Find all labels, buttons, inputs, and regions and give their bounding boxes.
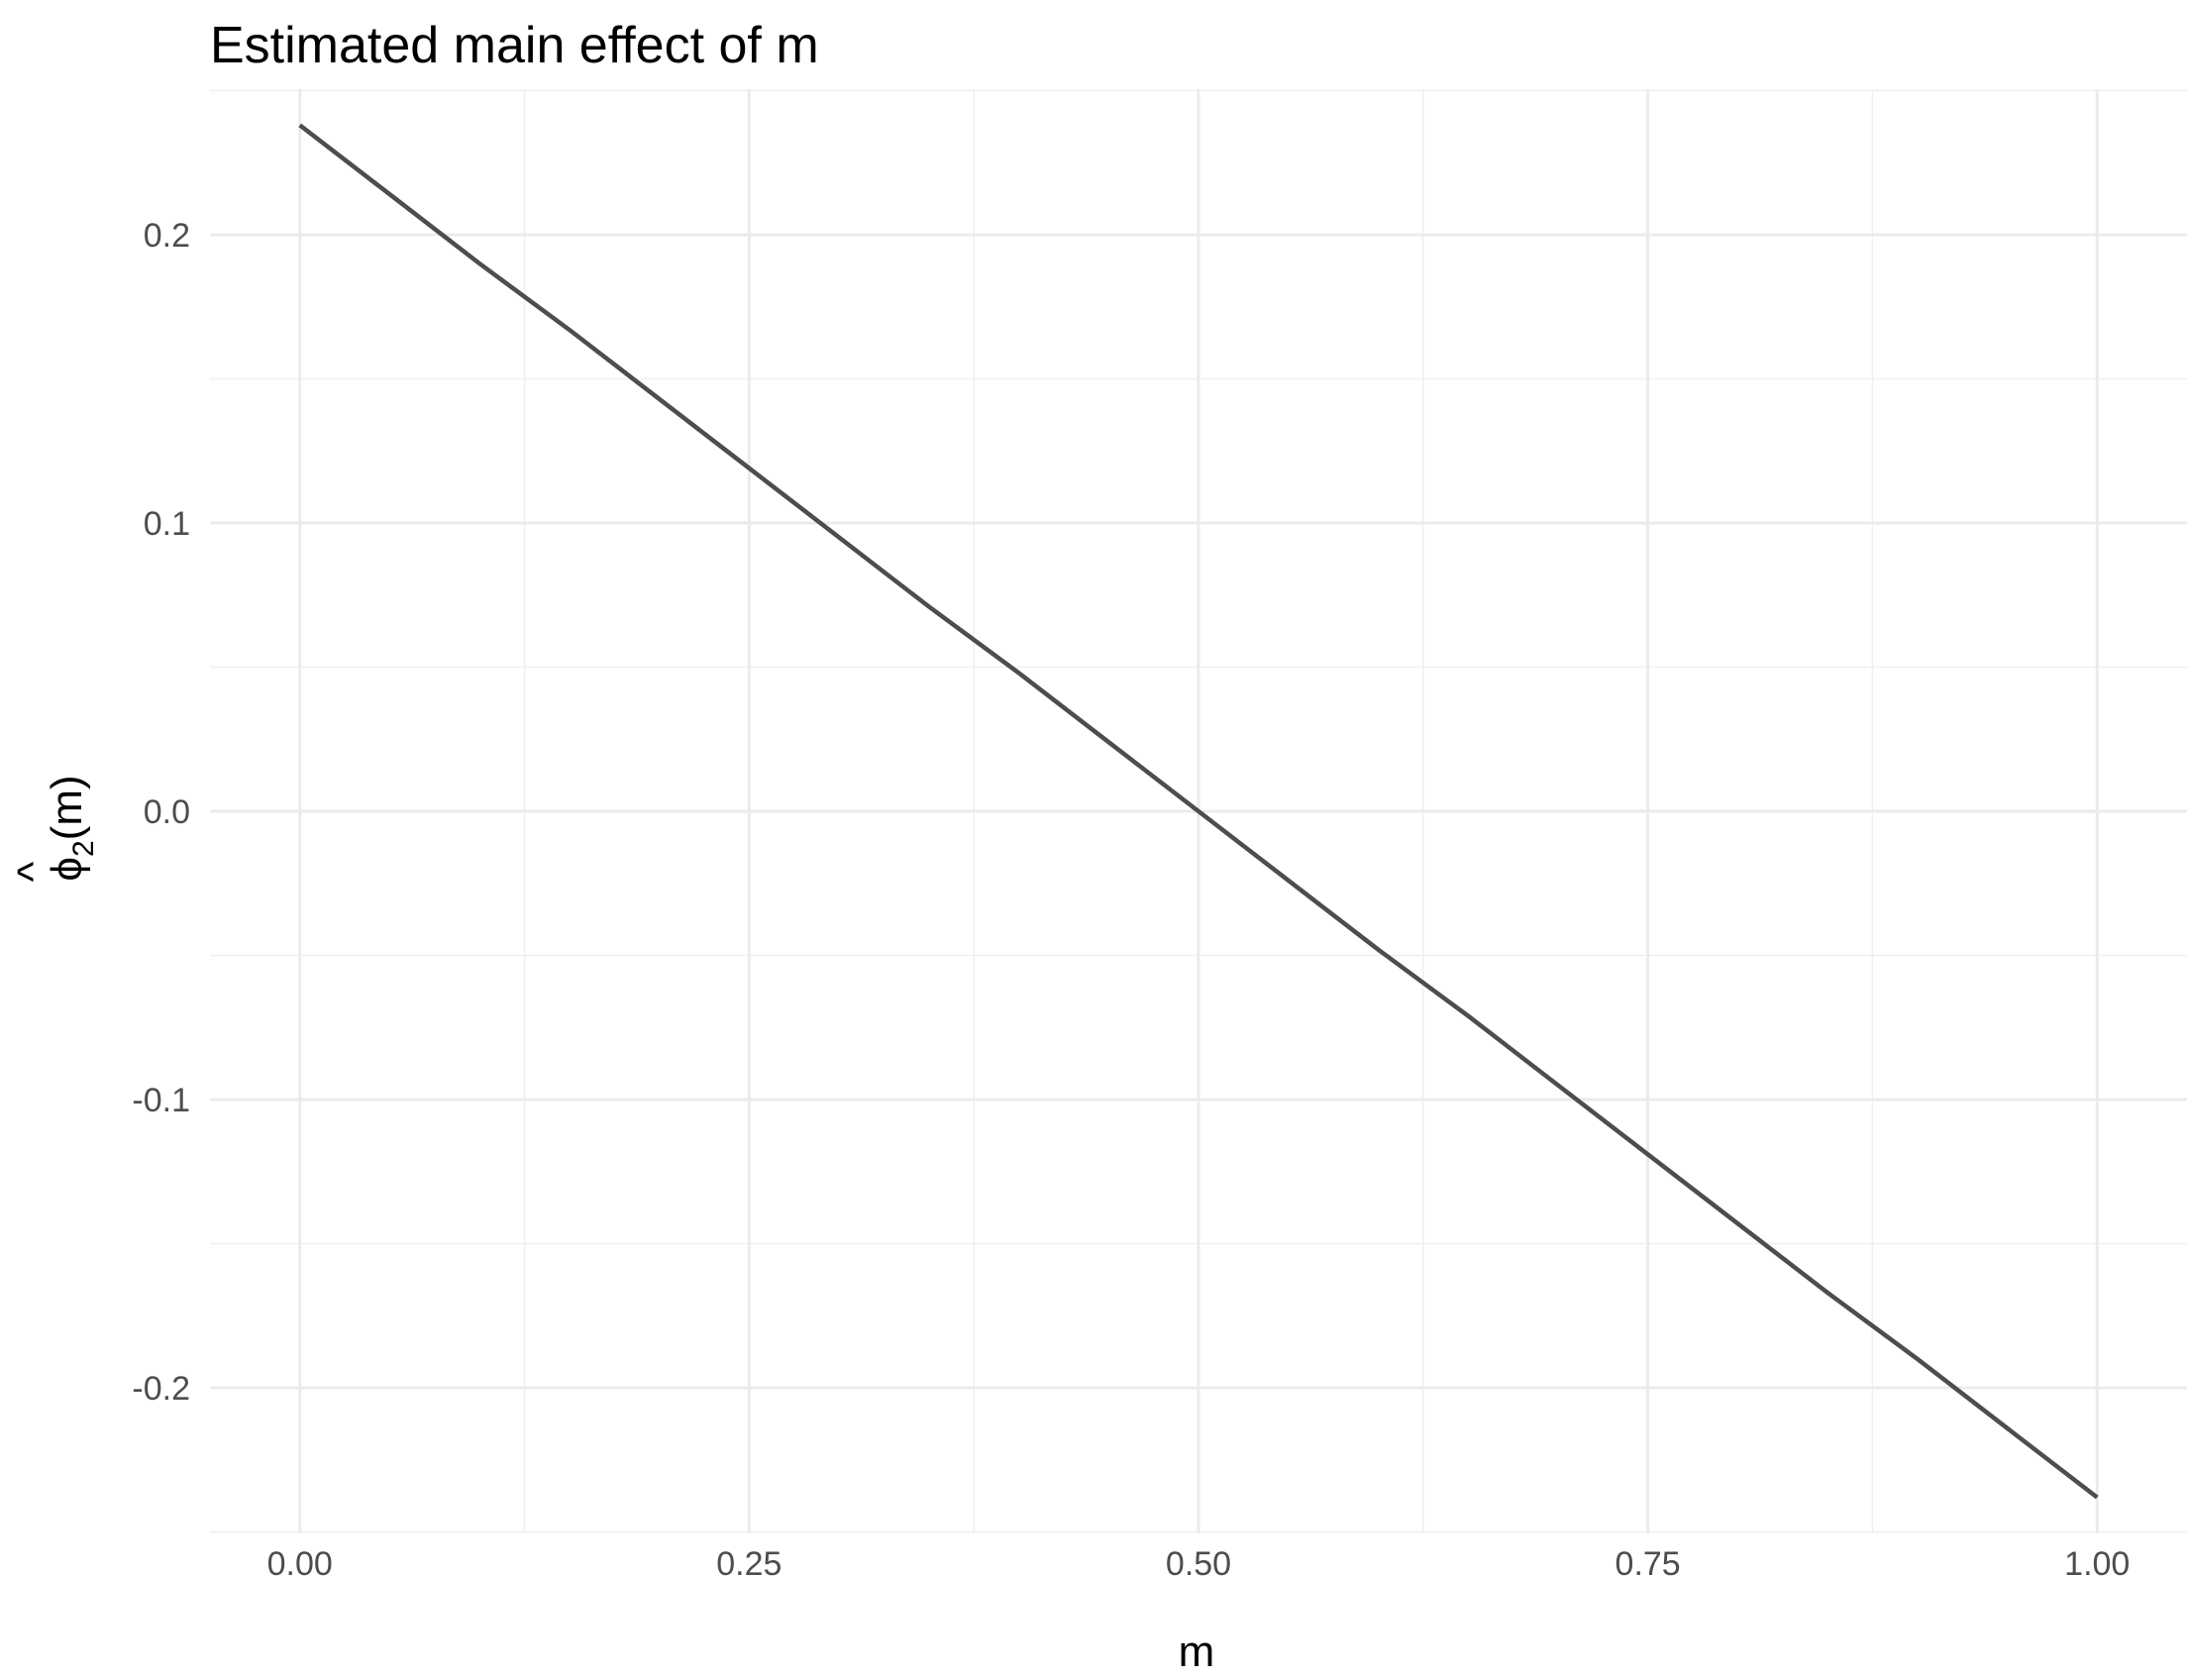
y-axis-title-symbol: ϕ	[43, 857, 91, 882]
series-line	[298, 123, 2099, 1500]
svg-text:ϕ2(m): ϕ2(m)	[43, 775, 100, 881]
y-axis-title: ϕ2(m) ^	[9, 775, 100, 882]
y-axis-title-accent: ^	[9, 861, 57, 882]
x-axis-tick-labels: 0.00 0.25 0.50 0.75 1.00	[267, 1545, 2131, 1583]
major-gridlines	[210, 89, 2187, 1533]
x-tick-label: 0.50	[1166, 1545, 1231, 1583]
y-axis-title-argument: (m)	[43, 775, 91, 840]
chart-title: Estimated main effect of m	[210, 17, 819, 74]
y-tick-label: -0.2	[132, 1370, 190, 1408]
y-tick-label: 0.1	[144, 505, 190, 543]
y-tick-label: 0.0	[144, 793, 190, 831]
x-tick-label: 1.00	[2064, 1545, 2130, 1583]
y-axis-tick-labels: -0.2 -0.1 0.0 0.1 0.2	[132, 217, 190, 1408]
x-tick-label: 0.75	[1615, 1545, 1681, 1583]
series-layer	[298, 123, 2099, 1500]
y-axis-title-subscript: 2	[67, 840, 100, 857]
x-axis-title: m	[1179, 1628, 1215, 1676]
y-tick-label: -0.1	[132, 1082, 190, 1119]
x-tick-label: 0.25	[716, 1545, 781, 1583]
x-tick-label: 0.00	[267, 1545, 333, 1583]
y-tick-label: 0.2	[144, 217, 190, 255]
